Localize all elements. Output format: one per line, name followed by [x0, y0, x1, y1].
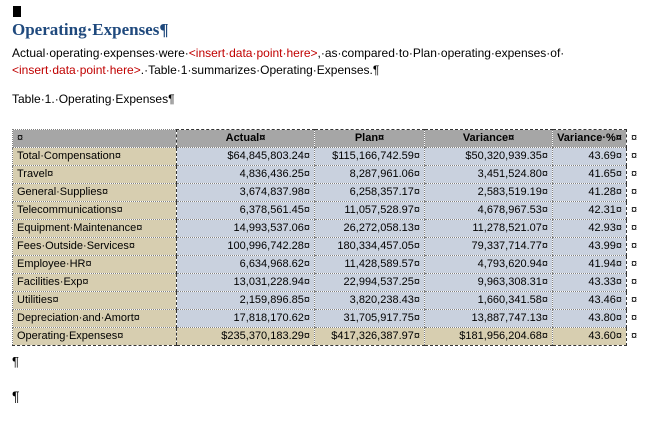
intro-text: ,·as·compared·to·Plan·operating·expenses…: [317, 46, 565, 60]
header-variance[interactable]: Variance¤: [424, 129, 553, 148]
variance-cell[interactable]: 4,678,967.53¤: [424, 201, 553, 220]
table-row: Travel¤ 4,836,436.25¤ 8,287,961.06¤ 3,45…: [12, 165, 643, 184]
variance-pct-cell[interactable]: 42.31¤: [552, 201, 627, 220]
paragraph-mark: ¶: [12, 388, 20, 404]
plan-cell[interactable]: 11,057,528.97¤: [314, 201, 425, 220]
table-caption: Table·1.·Operating·Expenses¶: [12, 92, 175, 106]
actual-cell[interactable]: 13,031,228.94¤: [176, 273, 315, 292]
variance-pct-cell[interactable]: 43.80¤: [552, 309, 627, 328]
intro-text: .·Table·1·summarizes·Operating·Expenses.…: [140, 63, 380, 77]
table-row: Telecommunications¤ 6,378,561.45¤ 11,057…: [12, 201, 643, 220]
row-label-cell[interactable]: Depreciation·and·Amort¤: [12, 309, 177, 328]
end-of-row-marker: ¤: [626, 327, 643, 346]
header-variance-pct[interactable]: Variance·%¤: [552, 129, 627, 148]
plan-cell[interactable]: 11,428,589.57¤: [314, 255, 425, 274]
variance-pct-cell[interactable]: 43.33¤: [552, 273, 627, 292]
header-actual[interactable]: Actual¤: [176, 129, 315, 148]
variance-cell[interactable]: 79,337,714.77¤: [424, 237, 553, 256]
row-label-cell[interactable]: Operating·Expenses¤: [12, 327, 177, 346]
end-of-row-marker: ¤: [626, 147, 643, 166]
end-of-row-marker: ¤: [626, 129, 643, 148]
actual-cell[interactable]: 2,159,896.85¤: [176, 291, 315, 310]
variance-cell[interactable]: 13,887,747.13¤: [424, 309, 553, 328]
end-of-row-marker: ¤: [626, 165, 643, 184]
variance-cell[interactable]: 1,660,341.58¤: [424, 291, 553, 310]
variance-pct-cell[interactable]: 42.93¤: [552, 219, 627, 238]
actual-cell[interactable]: 6,634,968.62¤: [176, 255, 315, 274]
actual-cell[interactable]: 17,818,170.62¤: [176, 309, 315, 328]
document-page: Operating·Expenses¶ Actual·operating·exp…: [12, 6, 655, 404]
row-label-cell[interactable]: Equipment·Maintenance¤: [12, 219, 177, 238]
data-placeholder-1[interactable]: <insert·data·point·here>: [188, 46, 318, 60]
end-of-row-marker: ¤: [626, 291, 643, 310]
plan-cell[interactable]: $417,326,387.97¤: [314, 327, 425, 346]
table-header-row: ¤ Actual¤ Plan¤ Variance¤ Variance·%¤ ¤: [12, 129, 643, 148]
variance-cell[interactable]: 2,583,519.19¤: [424, 183, 553, 202]
variance-pct-cell[interactable]: 41.94¤: [552, 255, 627, 274]
table-row: Total·Compensation¤ $64,845,803.24¤ $115…: [12, 147, 643, 166]
end-of-row-marker: ¤: [626, 273, 643, 292]
plan-cell[interactable]: 22,994,537.25¤: [314, 273, 425, 292]
table-row: General·Supplies¤ 3,674,837.98¤ 6,258,35…: [12, 183, 643, 202]
row-label-cell[interactable]: Employee·HR¤: [12, 255, 177, 274]
actual-cell[interactable]: 4,836,436.25¤: [176, 165, 315, 184]
table-row: Employee·HR¤ 6,634,968.62¤ 11,428,589.57…: [12, 255, 643, 274]
data-placeholder-2[interactable]: <insert·data·point·here>: [12, 63, 141, 77]
table-row: Utilities¤ 2,159,896.85¤ 3,820,238.43¤ 1…: [12, 291, 643, 310]
paragraph-mark: ¶: [12, 354, 19, 369]
actual-cell[interactable]: 6,378,561.45¤: [176, 201, 315, 220]
end-of-row-marker: ¤: [626, 219, 643, 238]
intro-paragraph: Actual·operating·expenses·were·<insert·d…: [12, 45, 655, 79]
variance-pct-cell[interactable]: 43.60¤: [552, 327, 627, 346]
variance-pct-cell[interactable]: 43.69¤: [552, 147, 627, 166]
end-of-row-marker: ¤: [626, 255, 643, 274]
table-row: Fees·Outside·Services¤ 100,996,742.28¤ 1…: [12, 237, 643, 256]
row-label-cell[interactable]: Fees·Outside·Services¤: [12, 237, 177, 256]
actual-cell[interactable]: 100,996,742.28¤: [176, 237, 315, 256]
variance-pct-cell[interactable]: 43.46¤: [552, 291, 627, 310]
plan-cell[interactable]: 6,258,357.17¤: [314, 183, 425, 202]
plan-cell[interactable]: 3,820,238.43¤: [314, 291, 425, 310]
plan-cell[interactable]: 180,334,457.05¤: [314, 237, 425, 256]
plan-cell[interactable]: 26,272,058.13¤: [314, 219, 425, 238]
end-of-row-marker: ¤: [626, 237, 643, 256]
variance-pct-cell[interactable]: 43.99¤: [552, 237, 627, 256]
plan-cell[interactable]: 8,287,961.06¤: [314, 165, 425, 184]
table-row: Depreciation·and·Amort¤ 17,818,170.62¤ 3…: [12, 309, 643, 328]
variance-cell[interactable]: $50,320,939.35¤: [424, 147, 553, 166]
actual-cell[interactable]: $64,845,803.24¤: [176, 147, 315, 166]
row-label-cell[interactable]: Facilities·Exp¤: [12, 273, 177, 292]
plan-cell[interactable]: 31,705,917.75¤: [314, 309, 425, 328]
operating-expenses-table: ¤ Actual¤ Plan¤ Variance¤ Variance·%¤ ¤ …: [12, 129, 643, 346]
variance-pct-cell[interactable]: 41.65¤: [552, 165, 627, 184]
variance-cell[interactable]: 3,451,524.80¤: [424, 165, 553, 184]
table-row: Equipment·Maintenance¤ 14,993,537.06¤ 26…: [12, 219, 643, 238]
variance-cell[interactable]: $181,956,204.68¤: [424, 327, 553, 346]
object-anchor-marker: [13, 6, 21, 17]
row-label-cell[interactable]: General·Supplies¤: [12, 183, 177, 202]
end-of-row-marker: ¤: [626, 201, 643, 220]
end-of-row-marker: ¤: [626, 309, 643, 328]
actual-cell[interactable]: $235,370,183.29¤: [176, 327, 315, 346]
variance-pct-cell[interactable]: 41.28¤: [552, 183, 627, 202]
end-of-row-marker: ¤: [626, 183, 643, 202]
variance-cell[interactable]: 9,963,308.31¤: [424, 273, 553, 292]
document-title: Operating·Expenses¶: [12, 20, 169, 39]
row-label-cell[interactable]: Utilities¤: [12, 291, 177, 310]
intro-text: Actual·operating·expenses·were·: [12, 46, 189, 60]
variance-cell[interactable]: 4,793,620.94¤: [424, 255, 553, 274]
actual-cell[interactable]: 3,674,837.98¤: [176, 183, 315, 202]
corner-header-cell[interactable]: ¤: [12, 129, 177, 148]
row-label-cell[interactable]: Total·Compensation¤: [12, 147, 177, 166]
header-plan[interactable]: Plan¤: [314, 129, 425, 148]
row-label-cell[interactable]: Telecommunications¤: [12, 201, 177, 220]
actual-cell[interactable]: 14,993,537.06¤: [176, 219, 315, 238]
table-total-row: Operating·Expenses¤ $235,370,183.29¤ $41…: [12, 327, 643, 346]
variance-cell[interactable]: 11,278,521.07¤: [424, 219, 553, 238]
row-label-cell[interactable]: Travel¤: [12, 165, 177, 184]
plan-cell[interactable]: $115,166,742.59¤: [314, 147, 425, 166]
table-row: Facilities·Exp¤ 13,031,228.94¤ 22,994,53…: [12, 273, 643, 292]
